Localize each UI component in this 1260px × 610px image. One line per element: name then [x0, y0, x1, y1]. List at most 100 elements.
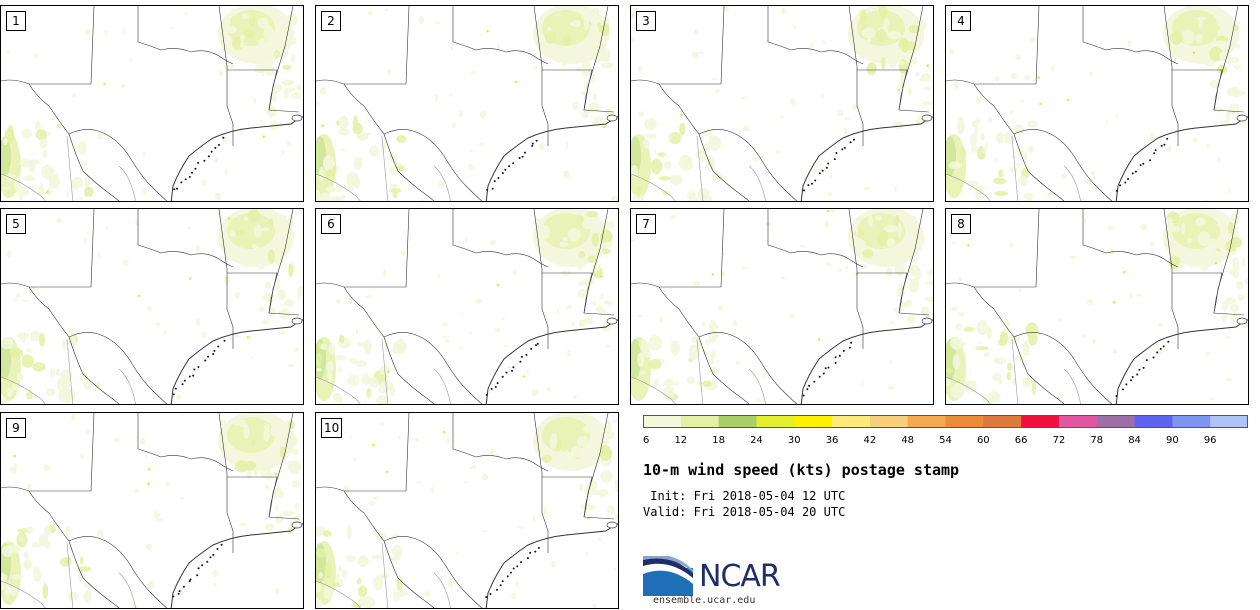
coastal-island: [490, 387, 493, 390]
texas-panhandle-border: [343, 209, 483, 404]
mexico-state-border: [66, 542, 74, 608]
member-label-10: 10: [321, 418, 343, 438]
wind-shade-patch: [444, 339, 451, 343]
coastal-island: [1160, 144, 1163, 147]
mexico-state-border: [1011, 135, 1019, 201]
wind-shade-patch: [1082, 334, 1087, 338]
rio-grande: [383, 133, 435, 201]
wind-shade-patch: [229, 230, 236, 237]
wind-shade-patch: [16, 186, 30, 197]
wind-shade-patch: [975, 96, 982, 104]
coastal-island: [1122, 388, 1124, 391]
wind-shade-patch: [451, 122, 456, 129]
wind-shade-patch: [220, 419, 227, 426]
wind-shade-patch: [246, 51, 252, 57]
wind-shade-patch: [341, 569, 347, 578]
wind-shade-patch: [122, 27, 126, 35]
coastal-island: [530, 347, 533, 350]
wind-shade-patch: [356, 577, 362, 585]
wind-shade-patch: [275, 241, 283, 248]
wind-shade-patch: [534, 66, 538, 70]
boundary-lines: [946, 6, 1248, 201]
wind-shade-patch: [667, 134, 673, 140]
wind-shading: [946, 209, 1248, 404]
wind-shade-patch: [694, 29, 699, 34]
wind-shade-patch: [486, 30, 489, 33]
wind-shade-patch: [1212, 106, 1224, 113]
wind-shade-patch: [1192, 51, 1196, 54]
coastal-island: [827, 366, 830, 369]
wind-shade-patch: [322, 530, 332, 537]
coastal-island: [848, 346, 851, 349]
wind-shade-patch: [240, 34, 246, 41]
coastal-island: [176, 187, 178, 190]
wind-shade-patch: [1224, 297, 1236, 305]
wind-shade-patch: [887, 31, 902, 40]
wind-shade-patch: [79, 197, 83, 201]
wind-shade-patch: [279, 304, 286, 307]
wind-shade-patch: [550, 44, 558, 49]
colorbar-tick-label: 66: [1015, 435, 1028, 445]
wind-shade-patch: [1170, 226, 1181, 233]
wind-shade-patch: [952, 353, 960, 370]
wind-shade-patch: [7, 387, 13, 398]
wind-shade-patch: [909, 281, 919, 293]
wind-shade-patch: [441, 335, 449, 338]
wind-shade-patch: [709, 351, 717, 359]
wind-shade-patch: [898, 47, 903, 56]
wind-shade-patch: [227, 417, 275, 453]
wind-shade-patch: [735, 361, 741, 366]
wind-shade-patch: [35, 129, 48, 141]
wind-shade-patch: [257, 17, 270, 29]
coastal-island: [501, 375, 504, 378]
mexico-state-border: [381, 338, 389, 404]
wind-shade-patch: [592, 603, 596, 608]
wind-shade-patch: [265, 523, 275, 532]
wind-shade-patch: [26, 391, 33, 400]
wind-shade-patch: [860, 263, 868, 269]
wind-shade-patch: [1037, 76, 1041, 79]
wind-shade-patch: [366, 295, 373, 298]
wind-shade-patch: [467, 402, 472, 404]
wind-shade-patch: [820, 93, 825, 99]
wind-shade-patch: [338, 565, 342, 573]
wind-shade-patch: [232, 36, 243, 51]
coastal-island: [814, 179, 817, 182]
wind-shade-patch: [837, 110, 843, 117]
coastal-island: [536, 342, 539, 345]
coastal-island: [818, 172, 821, 175]
coastal-island: [512, 162, 515, 165]
louisiana-north-border: [227, 272, 300, 316]
wind-shade-patch: [1224, 335, 1231, 339]
wind-shade-patch: [917, 233, 925, 246]
wind-shade-patch: [21, 354, 34, 368]
chihuahua-border: [316, 486, 345, 492]
wind-shade-patch: [201, 332, 207, 338]
wind-shade-patch: [39, 333, 45, 347]
wind-shade-patch: [387, 550, 391, 553]
wind-shade-patch: [251, 438, 256, 447]
coastal-island: [1159, 347, 1162, 350]
wind-shade-patch: [603, 241, 613, 248]
louisiana-north-border: [542, 272, 615, 316]
wind-shade-patch: [21, 128, 33, 139]
wind-shade-patch: [154, 511, 160, 520]
colorbar-segment: [1058, 415, 1098, 427]
color-bar-legend: 6 12 18 24 30 36 42 48 54 60 66 72 78 84 90 96: [643, 415, 1248, 445]
wind-shade-patch: [1214, 261, 1218, 265]
wind-shade-patch: [592, 489, 600, 496]
coastal-island: [512, 366, 515, 369]
wind-shade-patch: [369, 377, 379, 388]
wind-shade-patch: [20, 536, 23, 543]
wind-shade-patch: [1206, 143, 1210, 150]
wind-shade-patch: [1241, 258, 1246, 267]
wind-shade-patch: [605, 345, 611, 348]
wind-shade-patch: [447, 581, 454, 588]
wind-shade-patch: [779, 115, 784, 120]
wind-shade-patch: [46, 131, 52, 136]
red-river-border: [767, 6, 864, 65]
colorbar-tick-label: 42: [864, 435, 877, 445]
wind-shade-patch: [283, 88, 290, 100]
coastal-island: [808, 384, 811, 387]
wind-shade-patch: [967, 244, 970, 247]
